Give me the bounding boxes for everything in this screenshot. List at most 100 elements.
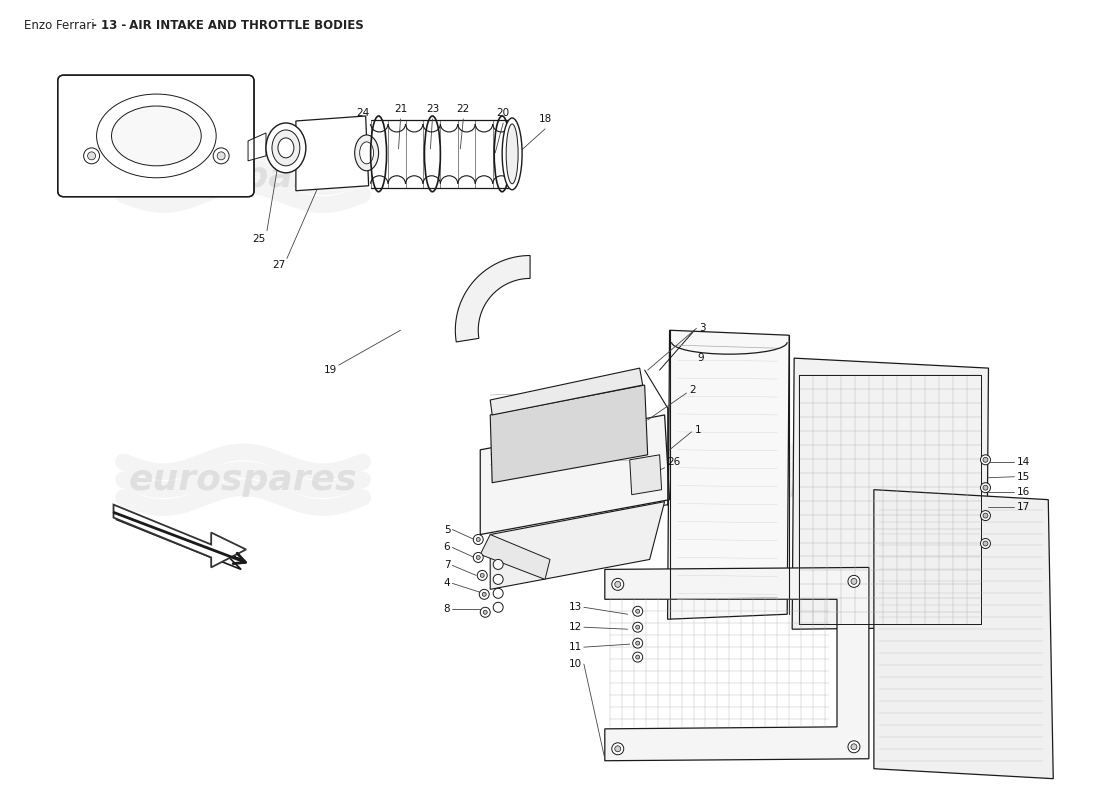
Ellipse shape (481, 574, 484, 578)
Ellipse shape (636, 655, 640, 659)
Text: 3: 3 (700, 323, 706, 334)
Text: 20: 20 (496, 108, 509, 118)
Ellipse shape (477, 570, 487, 580)
Ellipse shape (980, 455, 990, 465)
Text: 21: 21 (394, 104, 407, 114)
Polygon shape (668, 330, 789, 619)
Ellipse shape (615, 582, 620, 587)
Ellipse shape (480, 590, 490, 599)
Polygon shape (491, 368, 642, 415)
Ellipse shape (848, 741, 860, 753)
Text: 22: 22 (456, 104, 470, 114)
Polygon shape (491, 385, 648, 482)
Text: eurospares: eurospares (129, 462, 358, 497)
Text: eurospares: eurospares (676, 462, 905, 497)
Ellipse shape (217, 152, 226, 160)
Ellipse shape (632, 652, 642, 662)
Text: 16: 16 (1016, 486, 1030, 497)
Text: 2: 2 (690, 385, 696, 395)
Ellipse shape (483, 610, 487, 614)
Ellipse shape (493, 588, 503, 598)
Ellipse shape (980, 510, 990, 521)
Polygon shape (117, 510, 241, 570)
Ellipse shape (983, 513, 988, 518)
Text: eurospares: eurospares (129, 160, 358, 194)
Polygon shape (792, 358, 989, 630)
Ellipse shape (636, 610, 640, 614)
Text: 7: 7 (443, 561, 450, 570)
Ellipse shape (278, 138, 294, 158)
Ellipse shape (493, 559, 503, 570)
Ellipse shape (980, 482, 990, 493)
Ellipse shape (476, 555, 481, 559)
Ellipse shape (84, 148, 100, 164)
Ellipse shape (481, 607, 491, 618)
Text: 5: 5 (443, 525, 450, 534)
Text: 17: 17 (1016, 502, 1030, 512)
Ellipse shape (851, 578, 857, 584)
Ellipse shape (473, 534, 483, 545)
Text: 27: 27 (273, 261, 286, 270)
Text: 6: 6 (443, 542, 450, 553)
Text: Enzo Ferrari: Enzo Ferrari (24, 19, 99, 32)
Ellipse shape (983, 541, 988, 546)
Ellipse shape (493, 574, 503, 584)
Text: 23: 23 (426, 104, 439, 114)
Ellipse shape (476, 538, 481, 542)
Text: 18: 18 (538, 114, 551, 124)
Text: 10: 10 (569, 659, 582, 669)
Text: 8: 8 (443, 604, 450, 614)
Ellipse shape (632, 622, 642, 632)
Ellipse shape (612, 578, 624, 590)
Text: 11: 11 (569, 642, 582, 652)
Text: 24: 24 (356, 108, 370, 118)
Ellipse shape (632, 638, 642, 648)
Ellipse shape (493, 602, 503, 612)
Ellipse shape (848, 575, 860, 587)
Text: 15: 15 (1016, 472, 1030, 482)
Text: 26: 26 (668, 457, 681, 466)
Text: 13: 13 (569, 602, 582, 612)
Text: AIR INTAKE AND THROTTLE BODIES: AIR INTAKE AND THROTTLE BODIES (125, 19, 364, 32)
Ellipse shape (354, 135, 378, 170)
Polygon shape (491, 502, 664, 590)
Polygon shape (873, 490, 1053, 778)
Ellipse shape (506, 124, 518, 184)
Ellipse shape (88, 152, 96, 160)
Text: 4: 4 (443, 578, 450, 588)
Ellipse shape (983, 486, 988, 490)
Ellipse shape (503, 118, 522, 190)
Ellipse shape (983, 458, 988, 462)
Ellipse shape (213, 148, 229, 164)
Text: 9: 9 (697, 353, 704, 363)
Text: 1: 1 (694, 425, 701, 435)
Ellipse shape (636, 641, 640, 645)
Polygon shape (249, 133, 266, 161)
Ellipse shape (97, 94, 217, 178)
Polygon shape (481, 534, 550, 579)
Text: 14: 14 (1016, 457, 1030, 466)
Polygon shape (605, 567, 869, 761)
Ellipse shape (615, 746, 620, 752)
Ellipse shape (632, 606, 642, 616)
Ellipse shape (482, 592, 486, 596)
Polygon shape (296, 116, 369, 190)
Ellipse shape (851, 744, 857, 750)
Ellipse shape (612, 743, 624, 754)
Ellipse shape (111, 106, 201, 166)
Text: - 13 -: - 13 - (92, 19, 126, 32)
Polygon shape (455, 255, 530, 342)
Ellipse shape (636, 626, 640, 630)
Ellipse shape (980, 538, 990, 549)
Ellipse shape (473, 553, 483, 562)
Polygon shape (629, 455, 661, 494)
Ellipse shape (360, 142, 374, 164)
Text: 19: 19 (324, 365, 338, 375)
Ellipse shape (266, 123, 306, 173)
Text: 25: 25 (252, 234, 265, 243)
Polygon shape (481, 415, 670, 534)
FancyBboxPatch shape (57, 75, 254, 197)
Polygon shape (113, 505, 246, 567)
Ellipse shape (272, 130, 300, 166)
Text: 12: 12 (569, 622, 582, 632)
